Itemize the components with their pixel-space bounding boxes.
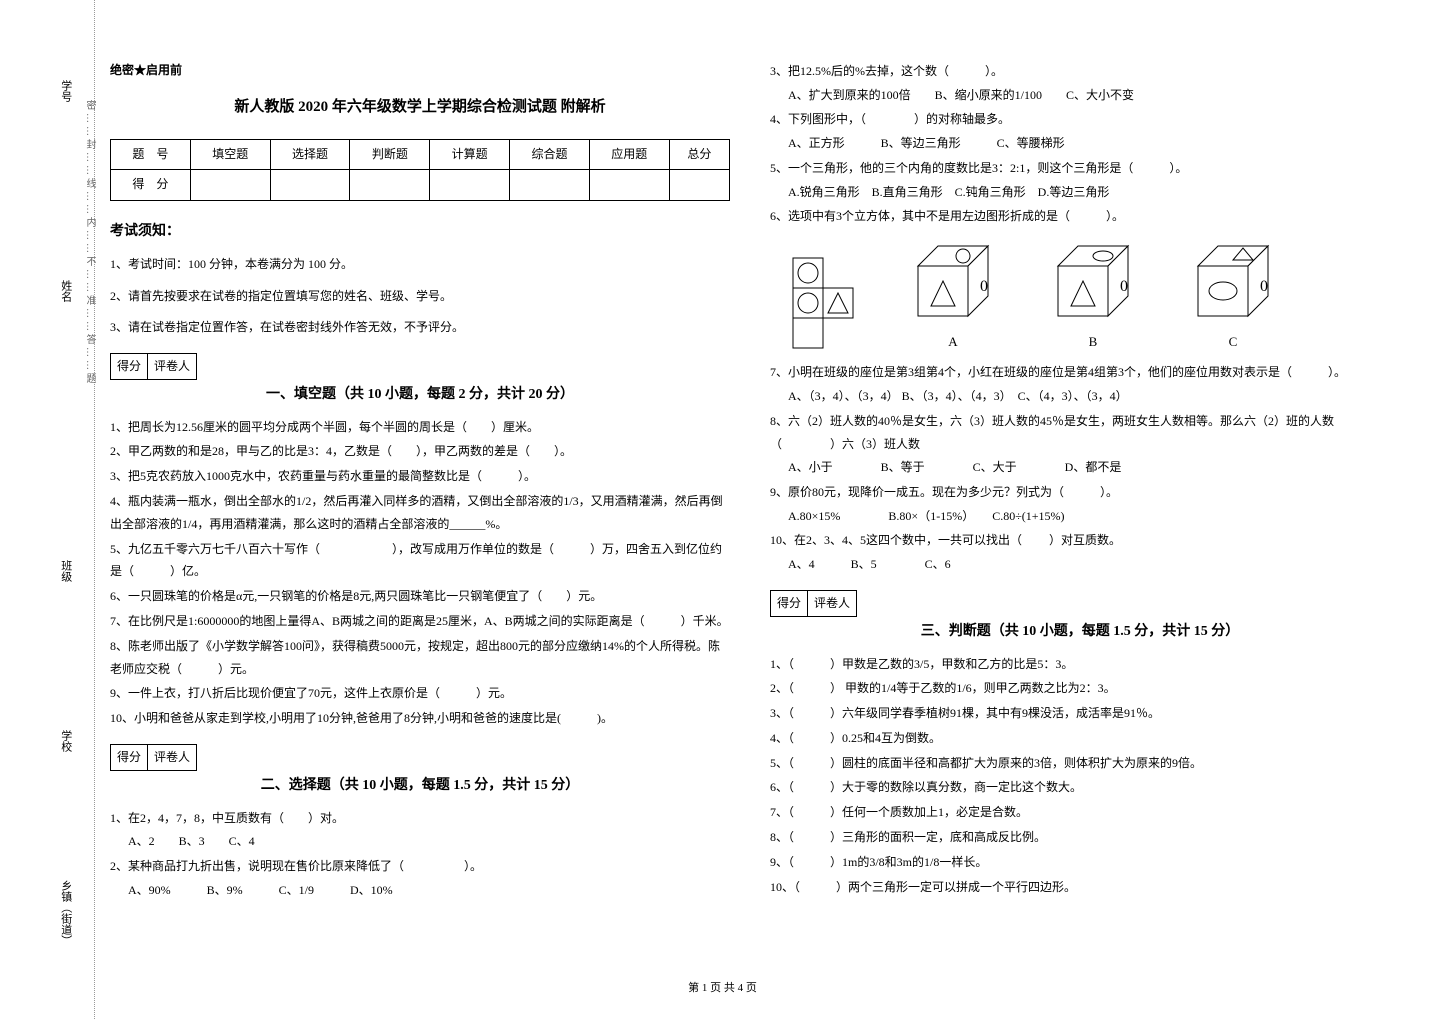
cube-a: 0 A: [898, 236, 1008, 353]
right-column: 3、把12.5%后的%去掉，这个数（ ）。 A、扩大到原来的100倍 B、缩小原…: [770, 60, 1390, 903]
binding-label-school: 学校: [55, 730, 75, 752]
cube-b: 0 B: [1038, 236, 1148, 353]
section1-header: 得分 评卷人 一、填空题（共 10 小题，每题 2 分，共计 20 分）: [110, 353, 730, 408]
th-app: 应用题: [589, 139, 669, 170]
s2-q4-opts: A、正方形 B、等边三角形 C、等腰梯形: [770, 133, 1390, 155]
binding-label-township: 乡镇（街道）: [55, 880, 75, 946]
s2-q6: 6、选项中有3个立方体，其中不是用左边图形折成的是（ ）。: [770, 205, 1390, 228]
cube-b-label: B: [1038, 330, 1148, 353]
s3-q9: 9、（ ）1m的3/8和3m的1/8一样长。: [770, 851, 1390, 874]
s1-q2: 2、甲乙两数的和是28，甲与乙的比是3：4，乙数是（ ），甲乙两数的差是（ ）。: [110, 440, 730, 463]
s1-q5: 5、九亿五千零六万七千八百六十写作（ ），改写成用万作单位的数是（ ）万，四舍五…: [110, 538, 730, 584]
binding-edge: 乡镇（街道） 学校 班级 姓名 学号 密……封……线……内……不……准……答………: [0, 0, 95, 1019]
th-calc: 计算题: [430, 139, 510, 170]
th-fill: 填空题: [190, 139, 270, 170]
notice-title: 考试须知：: [110, 219, 730, 244]
s1-q10: 10、小明和爸爸从家走到学校,小明用了10分钟,爸爸用了8分钟,小明和爸爸的速度…: [110, 707, 730, 730]
notice-1: 1、考试时间：100 分钟，本卷满分为 100 分。: [110, 254, 730, 276]
s1-q4: 4、瓶内装满一瓶水，倒出全部水的1/2，然后再灌入同样多的酒精，又倒出全部溶液的…: [110, 490, 730, 536]
score-label: 得分: [111, 354, 148, 380]
notice-3: 3、请在试卷指定位置作答，在试卷密封线外作答无效，不予评分。: [110, 317, 730, 339]
section1-score-box: 得分 评卷人: [110, 353, 197, 381]
s3-q5: 5、（ ）圆柱的底面半径和高都扩大为原来的3倍，则体积扩大为原来的9倍。: [770, 752, 1390, 775]
cube-net: [788, 253, 868, 353]
s3-q3: 3、（ ）六年级同学春季植树91棵，其中有9棵没活，成活率是91％。: [770, 702, 1390, 725]
s2-q10-opts: A、4 B、5 C、6: [770, 554, 1390, 576]
page-content: 绝密★启用前 新人教版 2020 年六年级数学上学期综合检测试题 附解析 题 号…: [110, 60, 1410, 903]
binding-label-name: 姓名: [55, 280, 75, 302]
th-total: 总分: [669, 139, 729, 170]
s1-q8: 8、陈老师出版了《小学数学解答100问》，获得稿费5000元，按规定，超出800…: [110, 635, 730, 681]
s3-q2: 2、（ ） 甲数的1/4等于乙数的1/6，则甲乙两数之比为2：3。: [770, 677, 1390, 700]
secret-label: 绝密★启用前: [110, 60, 730, 82]
s1-q9: 9、一件上衣，打八折后比现价便宜了70元，这件上衣原价是（ ）元。: [110, 682, 730, 705]
s3-q10: 10、（ ）两个三角形一定可以拼成一个平行四边形。: [770, 876, 1390, 899]
left-column: 绝密★启用前 新人教版 2020 年六年级数学上学期综合检测试题 附解析 题 号…: [110, 60, 730, 903]
notice-2: 2、请首先按要求在试卷的指定位置填写您的姓名、班级、学号。: [110, 286, 730, 308]
th-comp: 综合题: [510, 139, 590, 170]
seal-line-text: 密……封……线……内……不……准……答……题: [80, 100, 98, 900]
s2-q5-opts: A.锐角三角形 B.直角三角形 C.钝角三角形 D.等边三角形: [770, 182, 1390, 204]
binding-label-id: 学号: [55, 80, 75, 102]
score-table: 题 号 填空题 选择题 判断题 计算题 综合题 应用题 总分 得 分: [110, 139, 730, 201]
s2-q4: 4、下列图形中，（ ）的对称轴最多。: [770, 108, 1390, 131]
s2-q3-opts: A、扩大到原来的100倍 B、缩小原来的1/100 C、大小不变: [770, 85, 1390, 107]
s2-q8-opts: A、小于 B、等于 C、大于 D、都不是: [770, 457, 1390, 479]
s3-q4: 4、（ ）0.25和4互为倒数。: [770, 727, 1390, 750]
section3-title: 三、判断题（共 10 小题，每题 1.5 分，共计 15 分）: [770, 619, 1390, 644]
score-label: 得分: [111, 745, 148, 771]
th-judge: 判断题: [350, 139, 430, 170]
s3-q7: 7、（ ）任何一个质数加上1，必定是合数。: [770, 801, 1390, 824]
s1-q6: 6、一只圆珠笔的价格是α元,一只钢笔的价格是8元,两只圆珠笔比一只钢笔便宜了（ …: [110, 585, 730, 608]
binding-label-class: 班级: [55, 560, 75, 582]
s3-q1: 1、（ ）甲数是乙数的3/5，甲数和乙方的比是5：3。: [770, 653, 1390, 676]
s3-q6: 6、（ ）大于零的数除以真分数，商一定比这个数大。: [770, 776, 1390, 799]
cube-a-label: A: [898, 330, 1008, 353]
s2-q3: 3、把12.5%后的%去掉，这个数（ ）。: [770, 60, 1390, 83]
section3-header: 得分 评卷人 三、判断题（共 10 小题，每题 1.5 分，共计 15 分）: [770, 590, 1390, 645]
section2-score-box: 得分 评卷人: [110, 744, 197, 772]
section2-title: 二、选择题（共 10 小题，每题 1.5 分，共计 15 分）: [110, 773, 730, 798]
s1-q3: 3、把5克农药放入1000克水中，农药重量与药水重量的最简整数比是（ ）。: [110, 465, 730, 488]
td-score-label: 得 分: [111, 170, 191, 201]
score-table-score-row: 得 分: [111, 170, 730, 201]
page-footer: 第 1 页 共 4 页: [0, 979, 1445, 999]
s3-q8: 8、（ ）三角形的面积一定，底和高成反比例。: [770, 826, 1390, 849]
section1-title: 一、填空题（共 10 小题，每题 2 分，共计 20 分）: [110, 382, 730, 407]
s2-q8: 8、六（2）班人数的40％是女生，六（3）班人数的45％是女生，两班女生人数相等…: [770, 410, 1390, 456]
th-num: 题 号: [111, 139, 191, 170]
reviewer-label: 评卷人: [808, 591, 856, 617]
reviewer-label: 评卷人: [148, 745, 196, 771]
s2-q5: 5、一个三角形，他的三个内角的度数比是3：2:1，则这个三角形是（ ）。: [770, 157, 1390, 180]
s2-q1-opts: A、2 B、3 C、4: [110, 831, 730, 853]
section3-score-box: 得分 评卷人: [770, 590, 857, 618]
s2-q1: 1、在2，4，7，8，中互质数有（ ）对。: [110, 807, 730, 830]
s1-q7: 7、在比例尺是1:6000000的地图上量得A、B两城之间的距离是25厘米，A、…: [110, 610, 730, 633]
score-label: 得分: [771, 591, 808, 617]
cube-c: 0 C: [1178, 236, 1288, 353]
s2-q2: 2、某种商品打九折出售，说明现在售价比原来降低了（ ）。: [110, 855, 730, 878]
s2-q7-opts: A、（3，4）、（3，4） B、（3，4）、（4，3） C、（4，3）、（3，4…: [770, 386, 1390, 408]
s2-q7: 7、小明在班级的座位是第3组第4个，小红在班级的座位是第4组第3个，他们的座位用…: [770, 361, 1390, 384]
cube-c-label: C: [1178, 330, 1288, 353]
s1-q1: 1、把周长为12.56厘米的圆平均分成两个半圆，每个半圆的周长是（ ）厘米。: [110, 416, 730, 439]
score-table-header-row: 题 号 填空题 选择题 判断题 计算题 综合题 应用题 总分: [111, 139, 730, 170]
th-choice: 选择题: [270, 139, 350, 170]
section2-header: 得分 评卷人 二、选择题（共 10 小题，每题 1.5 分，共计 15 分）: [110, 744, 730, 799]
svg-text:0: 0: [1120, 278, 1128, 295]
cube-diagrams: 0 A 0 B: [788, 236, 1390, 353]
s2-q9-opts: A.80×15% B.80×（1-15%） C.80÷(1+15%): [770, 506, 1390, 528]
s2-q10: 10、在2、3、4、5这四个数中，一共可以找出（ ）对互质数。: [770, 529, 1390, 552]
s2-q9: 9、原价80元，现降价一成五。现在为多少元？列式为（ ）。: [770, 481, 1390, 504]
s2-q2-opts: A、90% B、9% C、1/9 D、10%: [110, 880, 730, 902]
reviewer-label: 评卷人: [148, 354, 196, 380]
exam-title: 新人教版 2020 年六年级数学上学期综合检测试题 附解析: [110, 94, 730, 121]
svg-text:0: 0: [980, 278, 988, 295]
svg-text:0: 0: [1260, 278, 1268, 295]
